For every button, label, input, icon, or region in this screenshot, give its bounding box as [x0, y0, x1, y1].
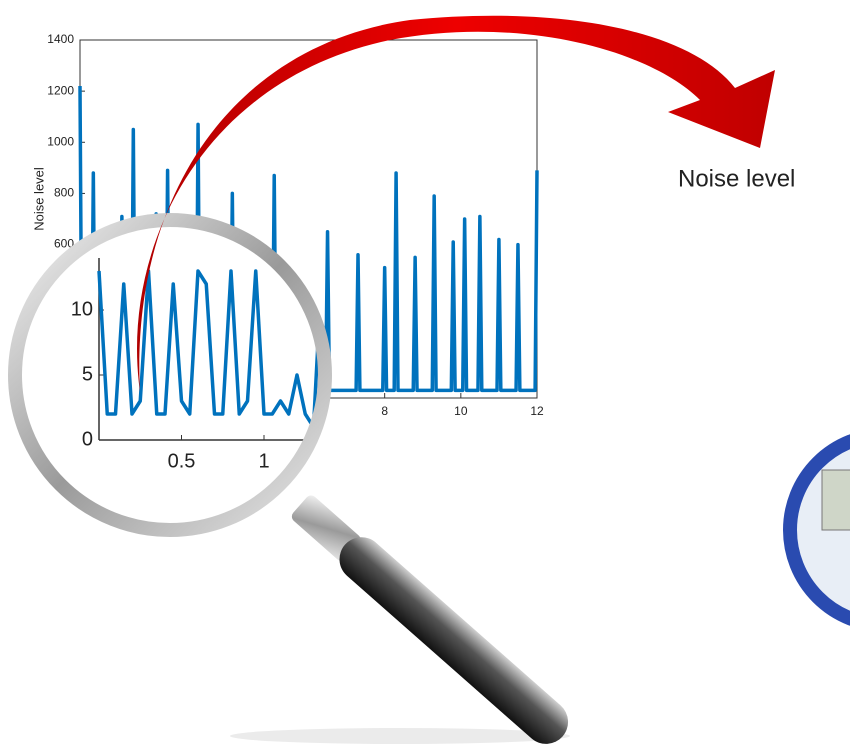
- y-tick-label: 0: [82, 428, 93, 450]
- y-axis-label: Noise level: [31, 167, 46, 231]
- y-tick-label: 1000: [47, 134, 74, 148]
- y-tick-label: 800: [54, 186, 74, 200]
- magnifier-handle: [230, 488, 577, 748]
- x-tick-label: 8: [381, 404, 388, 418]
- x-tick-label: 10: [454, 404, 468, 418]
- y-tick-label: 1200: [47, 83, 74, 97]
- device: [790, 435, 850, 625]
- y-tick-label: 5: [82, 363, 93, 385]
- y-tick-label: 10: [71, 298, 93, 320]
- annotation: Noise level: [678, 165, 795, 192]
- x-tick-label: 12: [530, 404, 544, 418]
- illustration: 60080010001200140081012Noise level Noise…: [0, 0, 850, 748]
- y-tick-label: 1400: [47, 32, 74, 46]
- x-tick-label: 1: [258, 450, 269, 472]
- x-tick-label: 0.5: [168, 450, 196, 472]
- page: 60080010001200140081012Noise level Noise…: [0, 0, 850, 748]
